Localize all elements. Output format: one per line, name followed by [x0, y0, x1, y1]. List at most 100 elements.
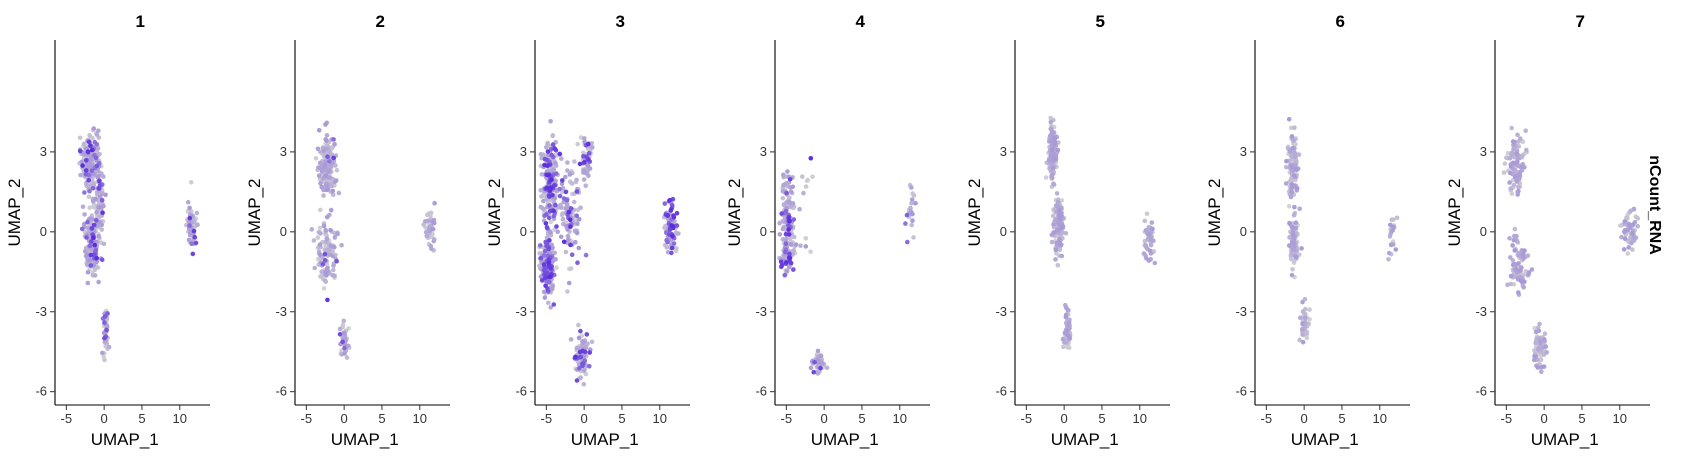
data-point: [195, 222, 200, 227]
data-point: [1286, 116, 1292, 122]
data-point: [1533, 340, 1538, 346]
data-point: [333, 178, 339, 183]
data-point: [313, 156, 319, 161]
data-point: [553, 202, 558, 208]
data-point: [543, 221, 549, 226]
data-point: [564, 197, 570, 203]
data-point: [99, 227, 105, 232]
data-point: [541, 289, 547, 295]
data-point: [783, 208, 789, 214]
data-point: [1626, 222, 1632, 227]
data-point: [1292, 204, 1297, 210]
data-point: [909, 185, 914, 190]
data-point: [1061, 344, 1066, 350]
data-point: [567, 172, 573, 177]
data-point: [586, 150, 592, 156]
data-point: [424, 233, 430, 239]
data-point: [787, 255, 793, 261]
data-point: [312, 265, 318, 271]
data-point: [574, 230, 580, 236]
x-axis-title: UMAP_1: [1051, 430, 1119, 449]
data-point: [1300, 327, 1305, 332]
y-tick-label: -6: [1475, 384, 1487, 399]
data-point: [94, 255, 99, 261]
data-point: [1293, 254, 1299, 260]
scatter-points: [777, 156, 918, 376]
data-point: [100, 350, 105, 356]
data-point: [1393, 247, 1399, 252]
data-point: [568, 266, 574, 271]
data-point: [1050, 213, 1056, 219]
data-point: [309, 227, 315, 232]
data-point: [1152, 260, 1158, 266]
data-point: [548, 265, 553, 271]
data-point: [1150, 226, 1155, 232]
data-point: [82, 212, 87, 217]
data-point: [325, 154, 330, 159]
data-point: [909, 197, 915, 202]
data-point: [324, 133, 330, 138]
data-point: [101, 174, 106, 179]
data-point: [539, 194, 544, 199]
data-point: [1533, 329, 1539, 335]
data-point: [1149, 220, 1155, 225]
data-point: [1290, 224, 1295, 230]
data-point: [1537, 321, 1542, 327]
data-point: [1516, 290, 1521, 295]
data-point: [318, 252, 323, 258]
data-point: [1294, 186, 1300, 191]
x-tick-label: 0: [581, 411, 588, 426]
data-point: [326, 169, 332, 174]
data-point: [1511, 237, 1516, 243]
data-point: [1542, 331, 1548, 337]
data-point: [1508, 186, 1513, 191]
data-point: [185, 200, 191, 205]
data-point: [1526, 270, 1532, 275]
data-point: [428, 243, 434, 249]
data-point: [87, 188, 92, 194]
data-point: [1519, 164, 1525, 170]
data-point: [574, 177, 579, 183]
data-point: [1539, 364, 1545, 370]
x-tick-label: 10: [413, 411, 427, 426]
data-point: [1501, 170, 1507, 175]
data-point: [315, 235, 321, 240]
x-tick-label: -5: [61, 411, 73, 426]
data-point: [664, 245, 670, 250]
data-point: [99, 197, 105, 203]
data-point: [1622, 219, 1628, 224]
data-point: [541, 198, 546, 204]
data-point: [572, 159, 577, 164]
data-point: [808, 249, 813, 255]
x-tick-label: 5: [618, 411, 625, 426]
data-point: [97, 194, 103, 199]
data-point: [786, 199, 792, 205]
panel-5: 5 -5 0 5 10 3 0 -3 -6 UMAP_1 UMAP_2: [965, 12, 1170, 449]
data-point: [1532, 326, 1537, 331]
data-point: [905, 239, 910, 245]
data-point: [1287, 221, 1292, 226]
data-point: [1507, 236, 1512, 241]
data-point: [1065, 344, 1070, 350]
data-point: [323, 159, 328, 164]
data-point: [665, 239, 670, 245]
data-point: [1059, 225, 1064, 230]
data-point: [1629, 240, 1634, 246]
data-point: [1144, 211, 1150, 217]
data-point: [82, 249, 88, 254]
panel-4: 4 -5 0 5 10 3 0 -3 -6 UMAP_1 UMAP_2: [725, 12, 930, 449]
data-point: [1144, 244, 1149, 250]
data-point: [1619, 234, 1624, 240]
data-point: [787, 218, 792, 224]
data-point: [325, 266, 330, 271]
data-point: [548, 305, 553, 310]
data-point: [786, 264, 792, 270]
data-point: [1048, 169, 1054, 174]
y-tick-label: -6: [1235, 384, 1247, 399]
data-point: [585, 162, 590, 168]
y-tick-label: 0: [1240, 224, 1247, 239]
data-point: [563, 174, 568, 180]
data-point: [77, 135, 83, 141]
data-point: [560, 216, 566, 222]
data-point: [544, 242, 550, 247]
